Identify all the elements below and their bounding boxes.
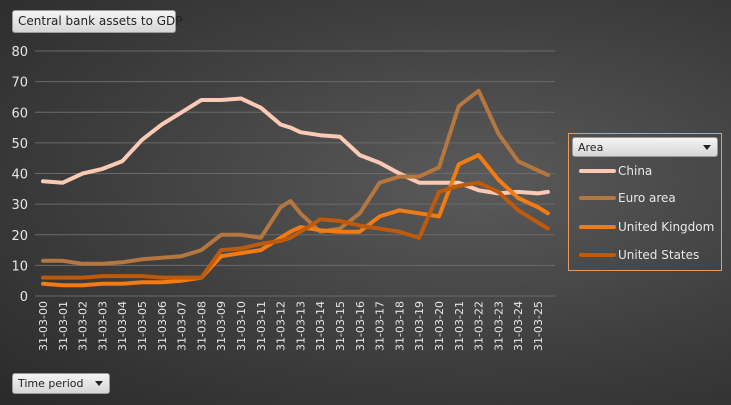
area-label: Area: [578, 141, 604, 154]
legend-item-united-kingdom: United Kingdom: [579, 220, 714, 234]
x-tick-label: 31-03-11: [255, 301, 268, 351]
y-tick-label: 20: [11, 229, 28, 244]
dropdown-arrow-icon: [703, 145, 711, 150]
legend-item-united-states: United States: [579, 248, 699, 262]
y-tick-label: 60: [11, 106, 28, 121]
x-tick-label: 31-03-03: [96, 301, 109, 351]
legend-swatch: [579, 169, 616, 173]
x-tick-label: 31-03-19: [413, 301, 426, 351]
x-tick-label: 31-03-09: [215, 301, 228, 351]
legend-swatch: [579, 225, 616, 229]
series-line-united-states: [41, 180, 550, 280]
x-tick-label: 31-03-21: [453, 301, 466, 351]
x-tick-label: 31-03-05: [136, 301, 149, 351]
y-tick-label: 80: [11, 45, 28, 60]
x-tick-label: 31-03-08: [195, 301, 208, 351]
legend-label: United States: [618, 248, 700, 262]
legend-label: Euro area: [618, 191, 676, 205]
y-tick-label: 70: [11, 76, 28, 91]
legend-label: China: [618, 164, 653, 178]
x-tick-label: 31-03-06: [156, 301, 169, 351]
x-tick-label: 31-03-18: [393, 301, 406, 351]
legend-label: United Kingdom: [618, 220, 715, 234]
x-tick-label: 31-03-12: [275, 301, 288, 351]
x-tick-label: 31-03-24: [512, 301, 525, 351]
chart-title-field-button[interactable]: Central bank assets to GDP: [12, 10, 183, 33]
x-tick-label: 31-03-13: [294, 301, 307, 351]
x-tick-label: 31-03-01: [57, 301, 70, 351]
x-tick-label: 31-03-07: [176, 301, 189, 351]
x-tick-label: 31-03-00: [37, 301, 50, 351]
legend-swatch: [579, 253, 616, 257]
x-tick-label: 31-03-25: [532, 301, 545, 351]
series-line-united-kingdom: [41, 153, 550, 288]
x-tick-label: 31-03-10: [235, 301, 248, 351]
x-tick-label: 31-03-17: [374, 301, 387, 351]
time-period-label: Time period: [18, 377, 84, 390]
x-tick-label: 31-03-02: [77, 301, 90, 351]
x-tick-label: 31-03-15: [334, 301, 347, 351]
legend: Area China Euro area United Kingdom Unit…: [568, 133, 722, 271]
legend-item-china: China: [579, 164, 652, 178]
legend-item-euro-area: Euro area: [579, 191, 676, 205]
legend-swatch: [579, 196, 616, 200]
area-field-button[interactable]: Area: [572, 137, 718, 157]
x-tick-label: 31-03-14: [314, 301, 327, 351]
series-line-china: [41, 96, 550, 196]
x-tick-label: 31-03-04: [116, 301, 129, 351]
x-tick-label: 31-03-20: [433, 301, 446, 351]
dropdown-arrow-icon: [95, 381, 103, 386]
y-tick-label: 30: [11, 198, 28, 213]
x-tick-label: 31-03-22: [473, 301, 486, 351]
time-period-field-button[interactable]: Time period: [12, 373, 110, 394]
y-tick-label: 10: [11, 259, 28, 274]
y-tick-label: 50: [11, 137, 28, 152]
x-tick-label: 31-03-16: [354, 301, 367, 351]
y-tick-label: 0: [20, 290, 28, 305]
y-tick-label: 40: [11, 168, 28, 183]
x-tick-label: 31-03-23: [492, 301, 505, 351]
series-line-euro-area: [41, 88, 550, 266]
